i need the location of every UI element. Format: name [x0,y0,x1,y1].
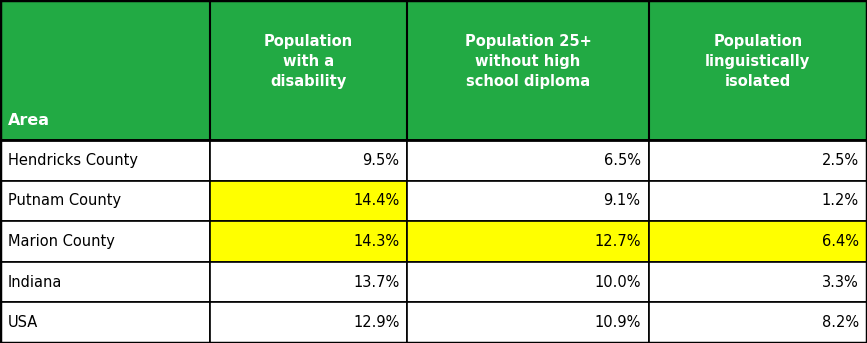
Bar [649,303,867,343]
Bar [0,221,210,262]
Bar [210,140,407,180]
Text: 9.5%: 9.5% [362,153,400,168]
Text: 9.1%: 9.1% [603,193,641,208]
Bar [649,262,867,303]
Bar [649,180,867,221]
Bar [210,262,407,303]
Text: 10.9%: 10.9% [594,315,641,330]
Bar [0,180,210,221]
Bar [210,303,407,343]
Bar [210,180,407,221]
Bar [407,262,649,303]
Text: 13.7%: 13.7% [353,275,400,289]
Text: Marion County: Marion County [8,234,114,249]
Text: 14.3%: 14.3% [354,234,400,249]
Text: Area: Area [8,113,50,128]
Text: 12.7%: 12.7% [594,234,641,249]
Text: 8.2%: 8.2% [822,315,859,330]
Text: 14.4%: 14.4% [353,193,400,208]
Text: USA: USA [8,315,38,330]
Bar [407,303,649,343]
Text: Population
with a
disability: Population with a disability [264,34,353,89]
Text: Indiana: Indiana [8,275,62,289]
Bar [0,262,210,303]
Bar [649,140,867,180]
Text: 12.9%: 12.9% [353,315,400,330]
Bar [0,140,210,180]
Bar [210,221,407,262]
Text: Population 25+
without high
school diploma: Population 25+ without high school diplo… [465,34,591,89]
Text: 10.0%: 10.0% [594,275,641,289]
Text: 2.5%: 2.5% [822,153,859,168]
Text: 3.3%: 3.3% [822,275,859,289]
Text: Hendricks County: Hendricks County [8,153,138,168]
Bar [407,221,649,262]
Bar [407,140,649,180]
Bar [649,221,867,262]
Text: 6.5%: 6.5% [603,153,641,168]
Text: Population
linguistically
isolated: Population linguistically isolated [705,34,811,89]
Bar [0,303,210,343]
Text: 6.4%: 6.4% [822,234,859,249]
Bar [407,180,649,221]
Text: Putnam County: Putnam County [8,193,121,208]
Text: 1.2%: 1.2% [822,193,859,208]
